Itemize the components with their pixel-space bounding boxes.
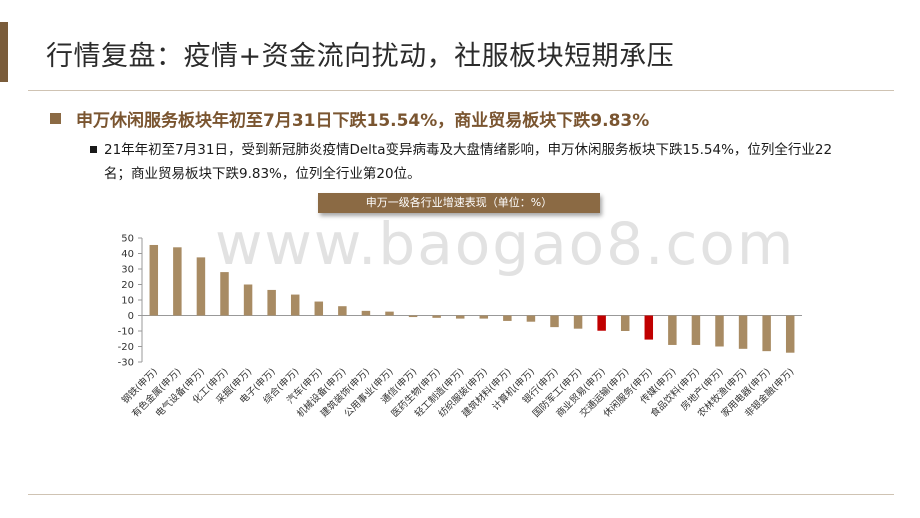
bar (455, 315, 465, 319)
title-accent-bar (0, 22, 8, 82)
bar (432, 315, 441, 318)
body-paragraph: 21年年初至7月31日，受到新冠肺炎疫情Delta变异病毒及大盘情绪影响，申万休… (104, 142, 833, 182)
bar (573, 315, 583, 329)
bar (479, 315, 489, 319)
bar (715, 315, 724, 347)
bar (762, 315, 771, 352)
body-bullet-icon (90, 146, 97, 153)
y-tick-label: 20 (121, 280, 134, 291)
y-tick-label: -30 (118, 358, 134, 369)
footer-divider (28, 494, 894, 495)
bar (290, 294, 300, 316)
headline-bullet-icon (50, 113, 61, 124)
bar (361, 310, 371, 316)
y-tick-label: 10 (121, 296, 134, 307)
bar (738, 315, 748, 349)
bar (668, 315, 677, 345)
bar (220, 272, 229, 316)
y-tick-label: -20 (118, 342, 134, 353)
y-tick-label: 0 (128, 311, 134, 322)
bar (173, 247, 182, 316)
bar (267, 289, 276, 316)
bar (550, 315, 559, 328)
y-tick-label: 40 (121, 249, 134, 260)
y-tick-label: -10 (118, 327, 134, 338)
bar (503, 315, 512, 321)
bar-chart: -30-20-1001020304050钢铁(申万)有色金属(申万)电气设备(申… (118, 234, 802, 420)
bar (620, 315, 630, 331)
page-title: 行情复盘：疫情+资金流向扰动，社服板块短期承压 (46, 41, 675, 72)
headline: 申万休闲服务板块年初至7月31日下跌15.54%，商业贸易板块下跌9.83% (76, 111, 650, 131)
bar (314, 301, 324, 316)
bar (408, 315, 418, 318)
bar (338, 306, 347, 316)
bar (243, 284, 253, 316)
y-tick-label: 50 (121, 234, 134, 245)
bar (597, 315, 606, 331)
bar (196, 257, 206, 316)
y-tick-label: 30 (121, 265, 134, 276)
bar (785, 315, 795, 353)
bar (526, 315, 536, 322)
chart-title: 申万一级各行业增速表现（单位：%） (318, 193, 600, 213)
title-divider (28, 90, 894, 91)
bar (691, 315, 701, 345)
bar (644, 315, 654, 340)
bar (149, 244, 159, 316)
bar (385, 311, 394, 316)
